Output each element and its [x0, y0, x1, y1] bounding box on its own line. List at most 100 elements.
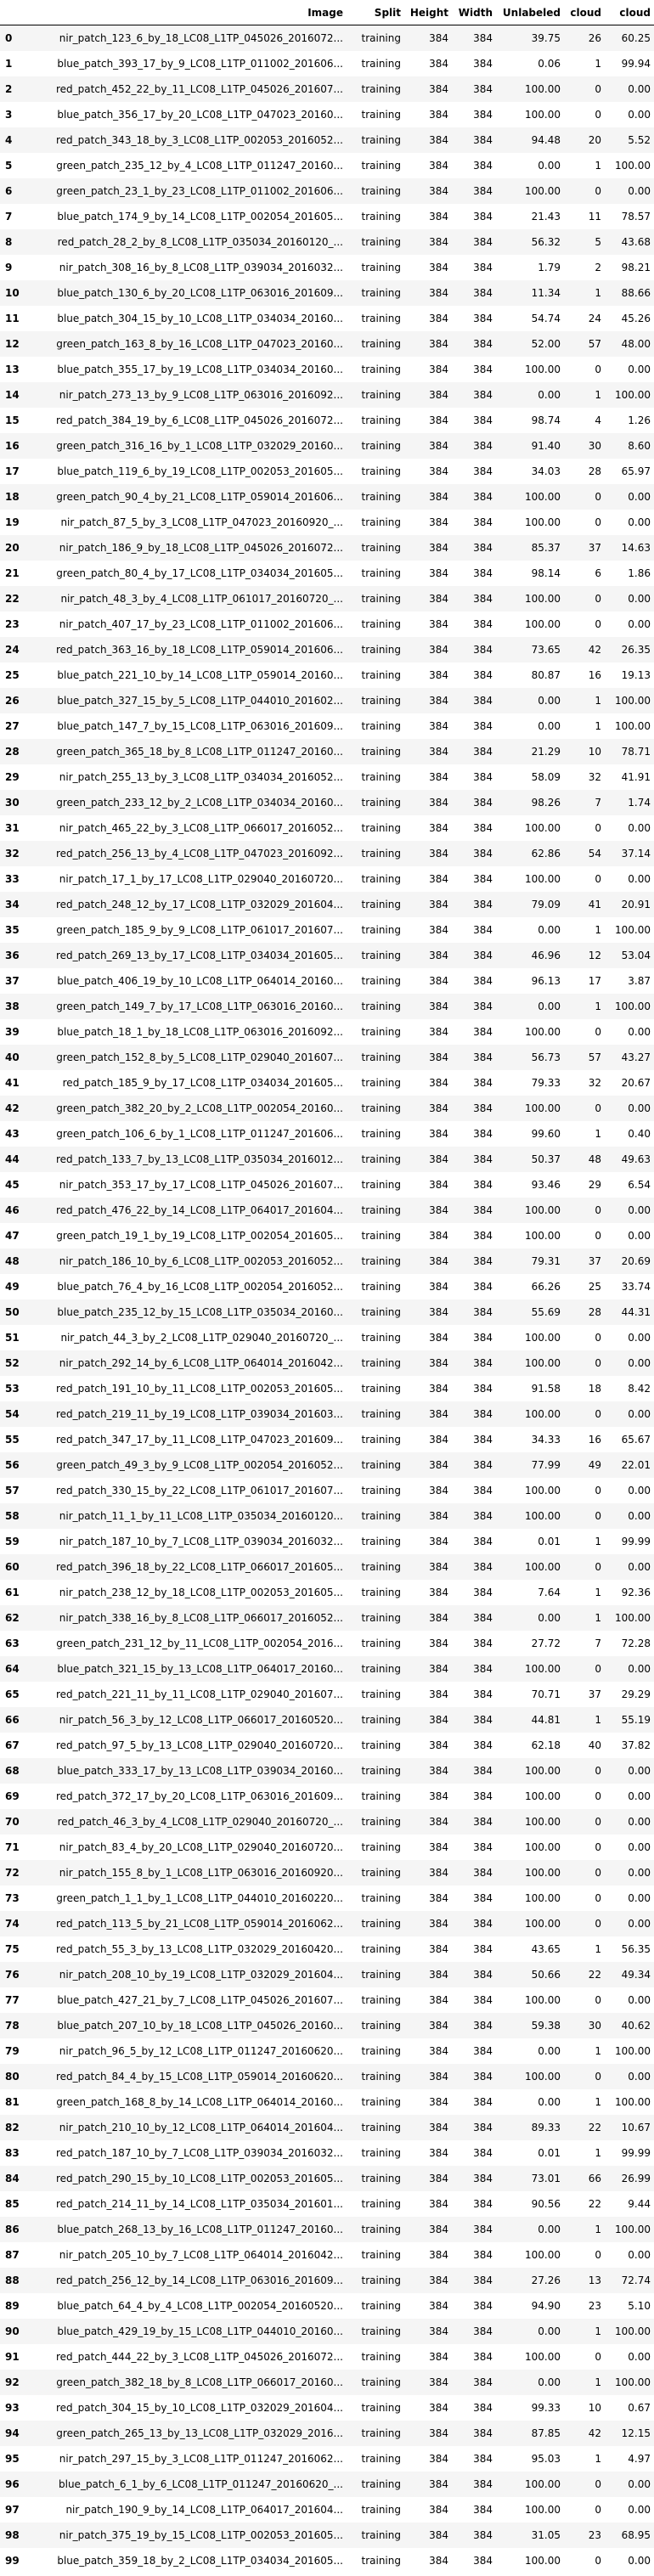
- split-cell: training: [361, 2376, 402, 2388]
- cloud-percent-cell: 78.57: [621, 211, 651, 223]
- cloud-count-cell: 1: [595, 1612, 601, 1624]
- cloud-percent-cell: 0.00: [628, 491, 651, 503]
- height-cell: 384: [429, 1943, 448, 1955]
- height-cell: 384: [429, 2376, 448, 2388]
- image-cell: red_patch_269_13_by_17_LC08_L1TP_034034_…: [56, 950, 343, 961]
- split-cell: training: [361, 1587, 402, 1598]
- split-cell: training: [361, 2529, 402, 2541]
- height-cell: 384: [429, 2504, 448, 2516]
- height-cell: 384: [429, 2555, 448, 2567]
- row-index: 25: [5, 669, 20, 681]
- unlabeled-cell: 100.00: [525, 491, 561, 503]
- table-row: 16 green_patch_316_16_by_1_LC08_L1TP_0320…: [0, 433, 654, 459]
- width-cell: 384: [473, 2224, 493, 2235]
- cloud-percent-cell: 12.15: [621, 2427, 651, 2439]
- table-row: 40 green_patch_152_8_by_5_LC08_L1TP_02904…: [0, 1045, 654, 1070]
- table-row: 93 red_patch_304_15_by_10_LC08_L1TP_03202…: [0, 2395, 654, 2421]
- cloud-count-cell: 1: [595, 1001, 601, 1012]
- width-cell: 384: [473, 1179, 493, 1191]
- unlabeled-cell: 56.32: [531, 236, 561, 248]
- cloud-percent-cell: 1.86: [628, 567, 651, 579]
- unlabeled-cell: 94.48: [531, 134, 561, 146]
- row-index: 46: [5, 1204, 20, 1216]
- width-cell: 384: [473, 1943, 493, 1955]
- table-row: 57 red_patch_330_15_by_22_LC08_L1TP_06101…: [0, 1478, 654, 1503]
- cloud-percent-cell: 92.36: [621, 1587, 651, 1598]
- image-cell: red_patch_133_7_by_13_LC08_L1TP_035034_2…: [56, 1153, 343, 1165]
- split-cell: training: [361, 1510, 402, 1522]
- width-cell: 384: [473, 2300, 493, 2312]
- height-cell: 384: [429, 313, 448, 324]
- cloud-percent-cell: 0.00: [628, 593, 651, 605]
- index-header: [0, 0, 31, 25]
- table-row: 36 red_patch_269_13_by_17_LC08_L1TP_03403…: [0, 943, 654, 968]
- table-row: 42 green_patch_382_20_by_2_LC08_L1TP_0020…: [0, 1096, 654, 1121]
- table-row: 4 red_patch_343_18_by_3_LC08_L1TP_002053_…: [0, 127, 654, 153]
- row-index: 19: [5, 516, 20, 528]
- unlabeled-cell: 100.00: [525, 1230, 561, 1242]
- width-cell: 384: [473, 2555, 493, 2567]
- image-cell: nir_patch_407_17_by_23_LC08_L1TP_011002_…: [59, 618, 343, 630]
- cloud-count-cell: 1: [595, 2147, 601, 2159]
- cloud-count-cell: 0: [595, 1357, 601, 1369]
- cloud-count-cell: 0: [595, 83, 601, 95]
- row-index: 30: [5, 797, 20, 809]
- table-row: 64 blue_patch_321_15_by_13_LC08_L1TP_0640…: [0, 1656, 654, 1682]
- width-cell: 384: [473, 313, 493, 324]
- height-cell: 384: [429, 1357, 448, 1369]
- table-row: 7 blue_patch_174_9_by_14_LC08_L1TP_002054…: [0, 204, 654, 229]
- cloud-count-cell: 0: [595, 873, 601, 885]
- row-index: 77: [5, 1994, 20, 2006]
- split-cell: training: [361, 1688, 402, 1700]
- unlabeled-cell: 94.90: [531, 2300, 561, 2312]
- table-row: 68 blue_patch_333_17_by_13_LC08_L1TP_0390…: [0, 1758, 654, 1784]
- image-cell: nir_patch_308_16_by_8_LC08_L1TP_039034_2…: [59, 262, 343, 273]
- cloud-count-cell: 37: [588, 1255, 601, 1267]
- cloud-count-cell: 66: [588, 2173, 601, 2184]
- image-cell: nir_patch_292_14_by_6_LC08_L1TP_064014_2…: [59, 1357, 343, 1369]
- cloud-count-cell: 49: [588, 1459, 601, 1471]
- unlabeled-cell: 50.66: [531, 1969, 561, 1981]
- height-cell: 384: [429, 1051, 448, 1063]
- unlabeled-cell: 100.00: [525, 2351, 561, 2363]
- unlabeled-cell: 0.00: [538, 2045, 561, 2057]
- split-cell: training: [361, 58, 402, 70]
- cloud-percent-cell: 100.00: [615, 2376, 651, 2388]
- cloud-percent-cell: 100.00: [615, 1612, 651, 1624]
- unlabeled-cell: 7.64: [538, 1587, 561, 1598]
- cloud-count-cell: 0: [595, 1816, 601, 1828]
- split-cell: training: [361, 593, 402, 605]
- width-cell: 384: [473, 618, 493, 630]
- split-cell: training: [361, 1943, 402, 1955]
- height-cell: 384: [429, 1587, 448, 1598]
- height-cell: 384: [429, 2402, 448, 2414]
- table-row: 23 nir_patch_407_17_by_23_LC08_L1TP_01100…: [0, 612, 654, 637]
- table-row: 58 nir_patch_11_1_by_11_LC08_L1TP_035034_…: [0, 1503, 654, 1529]
- split-cell: training: [361, 1153, 402, 1165]
- unlabeled-cell: 100.00: [525, 1790, 561, 1802]
- row-index: 45: [5, 1179, 20, 1191]
- image-cell: green_patch_49_3_by_9_LC08_L1TP_002054_2…: [56, 1459, 343, 1471]
- row-index: 60: [5, 1561, 20, 1573]
- cloud-percent-cell: 0.00: [628, 618, 651, 630]
- height-cell: 384: [429, 1536, 448, 1547]
- cloud-count-cell: 0: [595, 2555, 601, 2567]
- image-cell: green_patch_1_1_by_1_LC08_L1TP_044010_20…: [56, 1892, 343, 1904]
- column-header-height: Height: [404, 0, 452, 25]
- row-index: 90: [5, 2325, 20, 2337]
- row-index: 91: [5, 2351, 20, 2363]
- width-cell: 384: [473, 1612, 493, 1624]
- split-cell: training: [361, 1765, 402, 1777]
- image-cell: red_patch_256_13_by_4_LC08_L1TP_047023_2…: [56, 848, 343, 860]
- row-index: 52: [5, 1357, 20, 1369]
- table-row: 87 nir_patch_205_10_by_7_LC08_L1TP_064014…: [0, 2242, 654, 2268]
- height-cell: 384: [429, 389, 448, 401]
- table-row: 9 nir_patch_308_16_by_8_LC08_L1TP_039034_…: [0, 255, 654, 280]
- height-cell: 384: [429, 720, 448, 732]
- cloud-percent-cell: 0.00: [628, 1892, 651, 1904]
- cloud-count-cell: 0: [595, 491, 601, 503]
- row-index: 38: [5, 1001, 20, 1012]
- width-cell: 384: [473, 58, 493, 70]
- width-cell: 384: [473, 1918, 493, 1930]
- unlabeled-cell: 77.99: [531, 1459, 561, 1471]
